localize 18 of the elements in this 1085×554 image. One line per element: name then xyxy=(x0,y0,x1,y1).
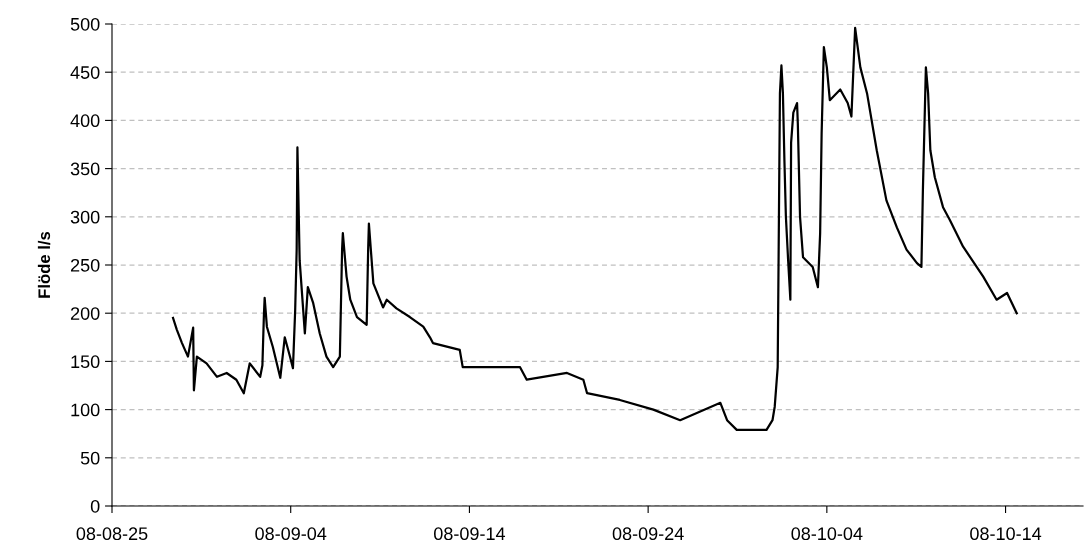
x-tick-label: 08-10-14 xyxy=(970,527,1042,541)
y-tick-label: 500 xyxy=(70,17,100,31)
y-tick-label: 350 xyxy=(70,162,100,176)
y-tick-label: 300 xyxy=(70,210,100,224)
x-tick-label: 08-10-04 xyxy=(791,527,863,541)
y-tick-label: 150 xyxy=(71,355,100,369)
y-tick-label: 100 xyxy=(71,403,100,417)
y-tick-label: 250 xyxy=(70,258,100,272)
x-tick-label: 08-09-14 xyxy=(433,527,506,541)
y-axis-title: Flöde l/s xyxy=(37,231,51,298)
x-tick-label: 08-08-25 xyxy=(76,527,148,541)
y-tick-label: 450 xyxy=(70,66,100,79)
y-tick-label: 400 xyxy=(70,114,100,128)
y-tick-label: 50 xyxy=(80,451,100,465)
y-tick-label: 200 xyxy=(70,307,100,320)
x-tick-label: 08-09-24 xyxy=(612,527,684,541)
x-tick-label: 08-09-04 xyxy=(255,527,327,541)
y-tick-label: 0 xyxy=(90,499,100,513)
